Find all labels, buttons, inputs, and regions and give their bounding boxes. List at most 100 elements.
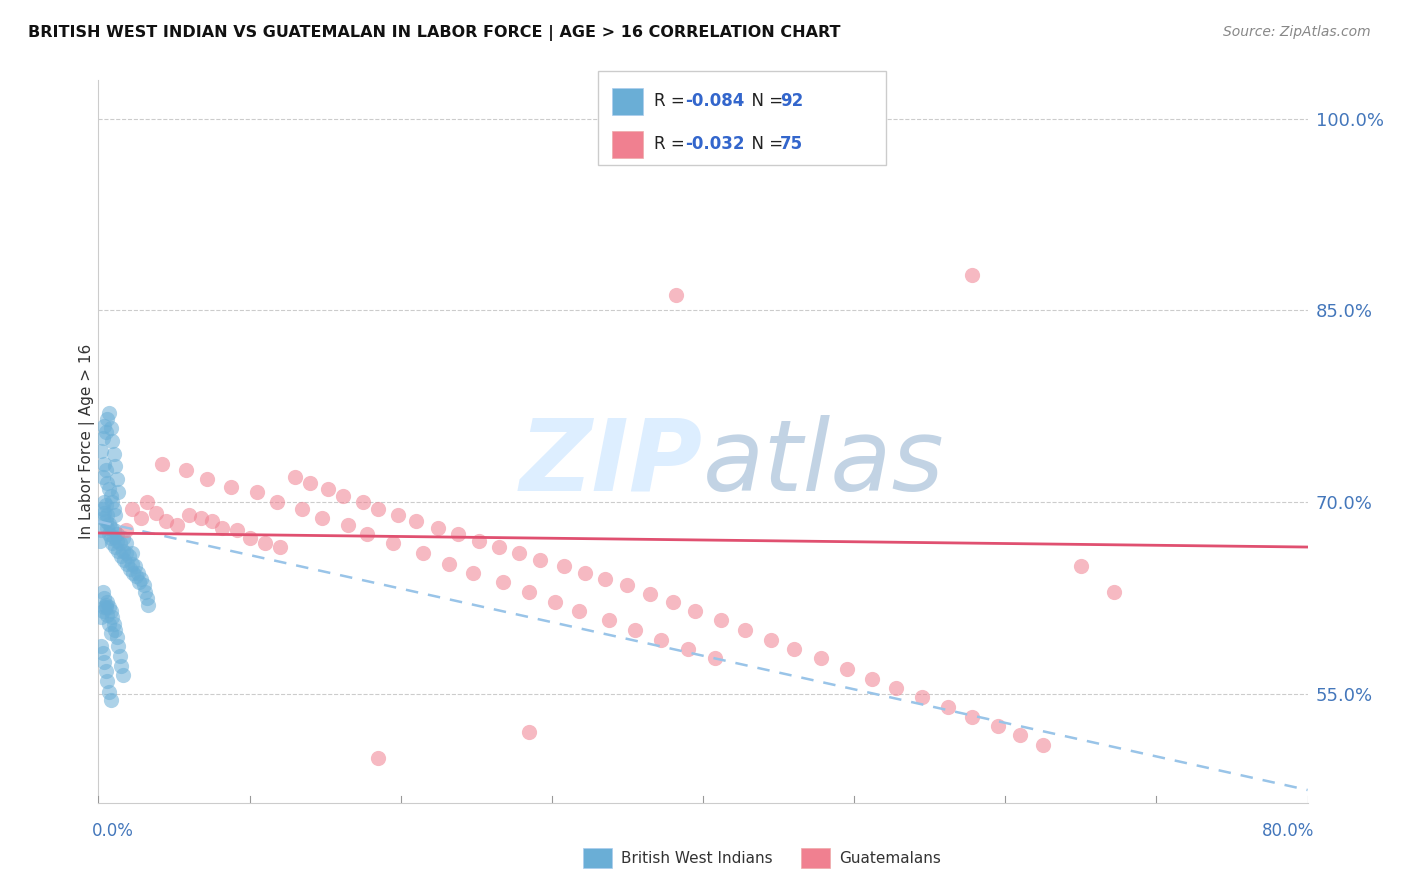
Point [100,521,122,535]
Text: ZIP: ZIP [520,415,703,512]
Point [676,642,699,657]
Point [352,495,374,509]
Point [122,566,145,580]
Text: atlas: atlas [703,415,945,512]
Point [93,591,115,606]
Point [987,719,1010,733]
Point [544,595,567,609]
Point [93,418,115,433]
Point [332,489,354,503]
Point [291,501,314,516]
Point [94,664,117,678]
Point [96,674,118,689]
Point [299,476,322,491]
Point [110,659,132,673]
Point [94,598,117,612]
Point [166,518,188,533]
Point [132,578,155,592]
Point [135,591,157,606]
Point [96,476,118,491]
Point [463,566,485,580]
Point [960,268,983,282]
Point [128,574,150,589]
Text: N =: N = [741,136,789,153]
Point [517,725,540,739]
Point [356,527,378,541]
Point [91,646,114,660]
Point [96,412,118,426]
Point [1032,738,1054,752]
Text: 75: 75 [780,136,803,153]
Point [284,469,307,483]
Point [90,524,112,538]
Point [810,651,832,665]
Point [98,600,121,615]
Text: -0.084: -0.084 [685,93,744,111]
Point [239,531,262,545]
Text: 92: 92 [780,93,804,111]
Point [91,584,114,599]
Point [89,533,111,548]
Point [101,434,124,448]
Point [98,527,121,541]
Point [624,623,647,637]
Point [574,566,596,580]
Point [90,444,112,458]
Point [105,533,128,548]
Point [405,515,427,529]
Point [96,595,118,609]
Point [93,495,115,509]
Point [91,501,114,516]
Point [367,501,389,516]
Point [98,516,121,531]
Point [759,633,782,648]
Point [121,501,143,516]
Point [100,625,122,640]
Point [114,524,136,538]
Y-axis label: In Labor Force | Age > 16: In Labor Force | Age > 16 [79,344,96,539]
Point [98,483,121,497]
Point [105,630,128,644]
Point [120,562,142,576]
Point [447,527,470,541]
Point [382,536,405,550]
Point [960,710,983,724]
Point [105,527,128,541]
Point [110,549,132,563]
Point [94,425,117,439]
Point [112,553,135,567]
Point [201,515,224,529]
Point [98,684,121,698]
Point [598,613,620,627]
Point [111,531,134,545]
Point [529,553,551,567]
Point [94,600,117,615]
Text: 0.0%: 0.0% [91,822,134,840]
Point [179,508,201,522]
Text: 80.0%: 80.0% [1263,822,1315,840]
Point [246,485,269,500]
Point [125,569,148,583]
Point [98,406,121,420]
Text: R =: R = [654,136,690,153]
Point [127,566,149,580]
Point [155,515,177,529]
Point [553,559,575,574]
Point [100,531,122,545]
Point [269,540,291,554]
Text: Source: ZipAtlas.com: Source: ZipAtlas.com [1223,25,1371,39]
Text: BRITISH WEST INDIAN VS GUATEMALAN IN LABOR FORCE | AGE > 16 CORRELATION CHART: BRITISH WEST INDIAN VS GUATEMALAN IN LAB… [28,25,841,41]
Point [437,557,460,571]
Text: -0.032: -0.032 [685,136,744,153]
Point [783,642,806,657]
Point [129,572,152,586]
Point [91,604,114,618]
Point [367,751,389,765]
Point [94,498,117,512]
Point [135,495,157,509]
Point [316,483,339,497]
Point [100,693,122,707]
Point [108,536,131,550]
Point [118,549,141,563]
Point [94,515,117,529]
